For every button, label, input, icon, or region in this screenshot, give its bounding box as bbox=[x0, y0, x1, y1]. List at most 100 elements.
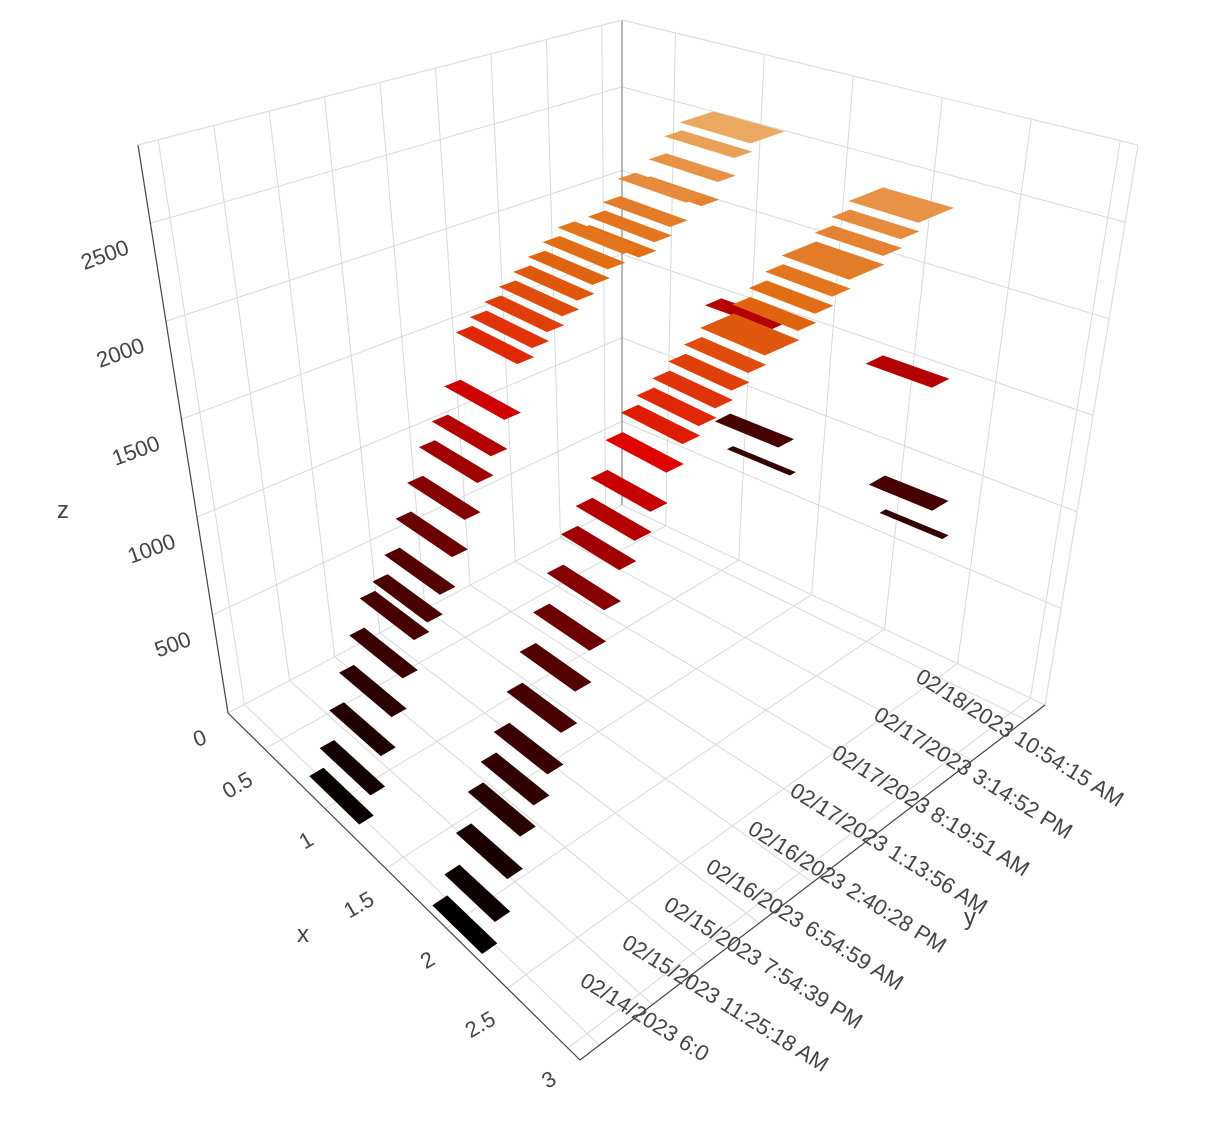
grid-line bbox=[379, 632, 760, 924]
surface-strip bbox=[467, 782, 536, 837]
grid-line bbox=[165, 170, 623, 322]
surface-strip bbox=[620, 404, 701, 445]
surface-strip bbox=[455, 325, 535, 365]
x-axis-title: x bbox=[297, 921, 309, 948]
surface-strip bbox=[444, 379, 521, 420]
surface-strip bbox=[542, 235, 626, 270]
surface-strip bbox=[765, 264, 851, 297]
z-axis-title: z bbox=[57, 497, 69, 524]
axes bbox=[137, 19, 1139, 1061]
surface-strip bbox=[605, 432, 684, 473]
grid-line bbox=[157, 139, 245, 705]
surface-strip bbox=[372, 574, 443, 623]
grid-line bbox=[324, 96, 381, 633]
surface-strip bbox=[513, 265, 595, 301]
surface-strip bbox=[868, 475, 949, 511]
surface-strip bbox=[359, 590, 430, 641]
axis-line bbox=[579, 704, 1046, 1061]
surface-strip bbox=[493, 722, 564, 775]
y-axis-title: y bbox=[964, 904, 976, 931]
x-tick-label: 1.5 bbox=[339, 886, 378, 923]
grid-line bbox=[956, 119, 1032, 664]
axis-line bbox=[137, 144, 229, 714]
surface-strip bbox=[879, 509, 949, 540]
grid-line bbox=[811, 75, 854, 595]
surface-strip bbox=[455, 823, 523, 880]
surface-strip bbox=[648, 153, 736, 182]
surface-strip bbox=[636, 387, 717, 427]
surface-strip bbox=[480, 752, 550, 806]
surface-strip bbox=[748, 280, 834, 314]
grid-line bbox=[884, 97, 943, 630]
grid-line bbox=[268, 111, 336, 657]
x-tick-label: 2 bbox=[416, 946, 439, 974]
surface-strip bbox=[617, 172, 704, 203]
grid-line bbox=[244, 703, 600, 1046]
surface-strip bbox=[444, 864, 511, 923]
surface-strip bbox=[329, 702, 396, 757]
grid-line bbox=[515, 560, 920, 802]
grid-line bbox=[665, 32, 676, 526]
surface-strip bbox=[498, 280, 580, 317]
surface-strip bbox=[484, 295, 565, 333]
surface-strip bbox=[506, 682, 578, 733]
grid-line bbox=[621, 504, 1046, 706]
grid-line bbox=[196, 337, 623, 518]
surface-strip bbox=[684, 336, 767, 374]
surface-strip bbox=[431, 414, 508, 457]
surface bbox=[309, 111, 954, 955]
z-tick-label: 500 bbox=[151, 626, 194, 662]
z-tick-label: 2500 bbox=[78, 235, 133, 275]
z-tick-label: 1500 bbox=[109, 430, 164, 470]
surface-strip bbox=[668, 353, 750, 391]
grid-line bbox=[150, 86, 623, 224]
surface-strip bbox=[781, 248, 868, 280]
surface-strip bbox=[679, 116, 769, 144]
surface-strip bbox=[519, 642, 592, 692]
axis-line bbox=[137, 19, 623, 146]
z-tick-label: 1000 bbox=[124, 528, 179, 568]
grid-line bbox=[621, 253, 1094, 416]
surface-strip bbox=[469, 310, 550, 349]
grid-line bbox=[424, 608, 813, 883]
surface-strip bbox=[865, 355, 950, 388]
grid-line bbox=[621, 420, 1062, 609]
surface-strip bbox=[319, 739, 386, 796]
x-tick-label: 2.5 bbox=[461, 1006, 500, 1043]
surface-strip bbox=[339, 664, 407, 718]
surface-strip bbox=[395, 511, 468, 558]
x-tick-label: 1 bbox=[294, 826, 317, 854]
grid bbox=[150, 25, 1126, 1049]
x-tick-label: 3 bbox=[537, 1066, 560, 1094]
z-tick-label: 0 bbox=[190, 724, 210, 752]
labels: 0.511.522.530500100015002000250002/14/20… bbox=[78, 235, 1129, 1094]
axis-line bbox=[227, 712, 581, 1061]
surface-strip bbox=[732, 296, 817, 331]
surface-strip bbox=[533, 603, 607, 651]
surface-strip bbox=[700, 320, 783, 356]
grid-line bbox=[213, 125, 291, 681]
axis-line bbox=[621, 19, 1139, 146]
surface-strip bbox=[848, 193, 938, 223]
surface-strip bbox=[418, 440, 494, 483]
surface-strip bbox=[714, 413, 794, 448]
grid-line bbox=[621, 86, 1126, 223]
grid-line bbox=[560, 537, 973, 761]
grid-line bbox=[605, 513, 1026, 721]
surface-strip bbox=[557, 221, 641, 254]
surface-strip bbox=[814, 225, 902, 256]
surface-strip bbox=[587, 210, 673, 243]
x-tick-label: 0.5 bbox=[218, 767, 257, 804]
surface-strip bbox=[652, 370, 733, 409]
surface-strip bbox=[602, 196, 688, 227]
grid-line bbox=[1029, 140, 1121, 699]
surface-strip bbox=[831, 209, 920, 240]
grid-line bbox=[601, 25, 607, 514]
surface-strip bbox=[432, 895, 498, 955]
surface-strip bbox=[384, 547, 456, 595]
grid-line bbox=[469, 584, 867, 843]
grid-line bbox=[434, 68, 471, 586]
axis-line bbox=[1044, 144, 1139, 706]
